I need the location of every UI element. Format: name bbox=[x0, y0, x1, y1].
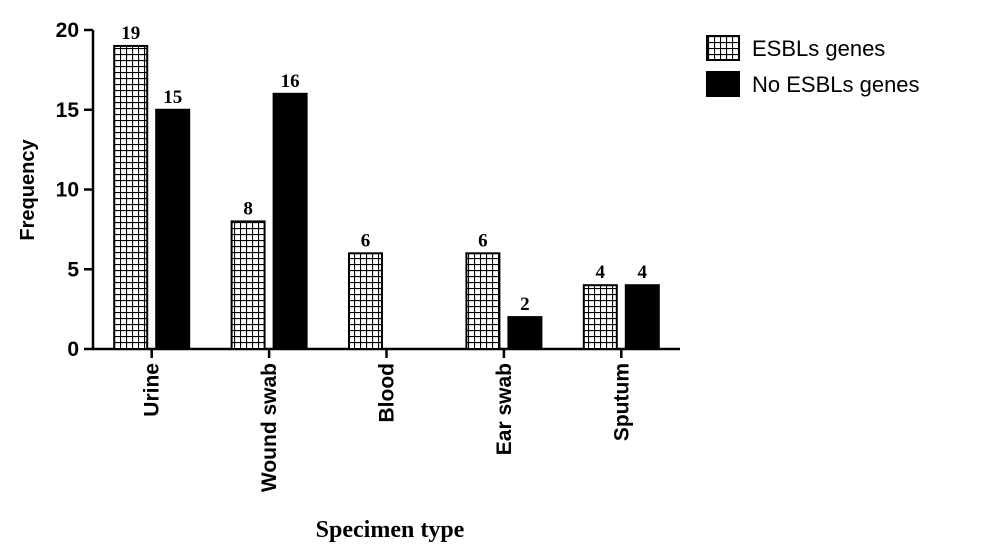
data-labels: 19 15 8 16 6 6 2 4 4 bbox=[121, 23, 647, 315]
y-axis-label: Frequency bbox=[17, 139, 39, 241]
x-tick-label: Blood bbox=[376, 363, 399, 422]
data-label: 4 bbox=[638, 262, 648, 283]
data-label: 15 bbox=[163, 87, 182, 108]
bar-esbls-blood bbox=[348, 252, 383, 350]
data-label: 19 bbox=[121, 23, 140, 44]
bar-no-esbls-wound-swab bbox=[272, 92, 308, 350]
legend-label-esbls-genes: ESBLs genes bbox=[752, 36, 885, 61]
x-tick-label: Sputum bbox=[610, 363, 633, 441]
data-label: 8 bbox=[243, 198, 253, 219]
x-axis-label: Specimen type bbox=[316, 517, 465, 543]
bar-esbls-sputum bbox=[582, 284, 618, 351]
legend-swatch-no-esbls-genes bbox=[706, 71, 740, 97]
y-tick-label: 5 bbox=[67, 258, 79, 281]
legend-label-no-esbls-genes: No ESBLs genes bbox=[752, 72, 920, 97]
y-axis: 0 5 10 15 20 bbox=[56, 19, 95, 361]
bars bbox=[113, 44, 660, 351]
bar-no-esbls-urine bbox=[155, 108, 191, 350]
x-tick-label: Urine bbox=[141, 363, 164, 417]
x-tick-label: Wound swab bbox=[258, 363, 281, 492]
y-tick-label: 10 bbox=[56, 179, 79, 202]
bar-esbls-wound-swab bbox=[230, 220, 266, 350]
data-label: 6 bbox=[361, 230, 371, 251]
x-tick-label: Ear swab bbox=[493, 363, 516, 455]
data-label: 6 bbox=[478, 230, 488, 251]
bar-no-esbls-sputum bbox=[624, 284, 660, 351]
bar-esbls-urine bbox=[113, 44, 149, 350]
legend: ESBLs genes No ESBLs genes bbox=[706, 35, 920, 97]
legend-swatch-esbls-genes bbox=[706, 35, 740, 61]
x-axis: Urine Wound swab Blood Ear swab Sputum bbox=[93, 347, 680, 492]
data-label: 4 bbox=[596, 262, 606, 283]
data-label: 2 bbox=[520, 294, 530, 315]
bar-esbls-ear-swab bbox=[465, 252, 501, 350]
y-tick-label: 20 bbox=[56, 19, 79, 42]
y-tick-label: 0 bbox=[67, 338, 79, 361]
y-tick-label: 15 bbox=[56, 99, 80, 122]
bar-no-esbls-ear-swab bbox=[507, 316, 543, 351]
data-label: 16 bbox=[281, 71, 300, 92]
